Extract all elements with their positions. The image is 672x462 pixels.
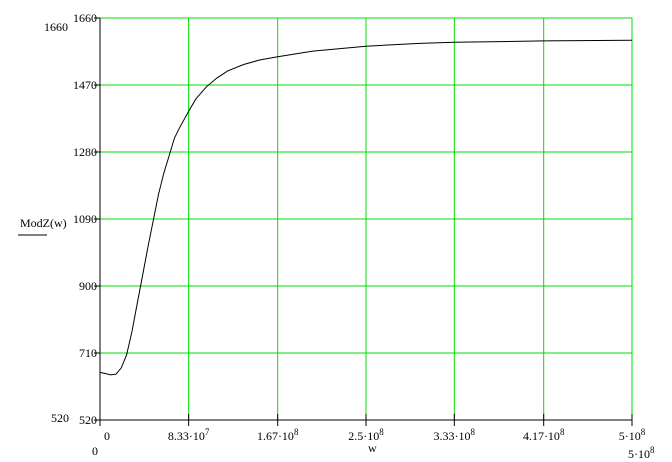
x-tick-label: 1.67·108 <box>257 427 299 443</box>
y-axis-label: ModZ(w) <box>20 216 67 230</box>
axes <box>94 17 633 426</box>
x-axis-max-label: 5·108 <box>628 445 655 461</box>
x-axis-min-label: 0 <box>92 444 98 458</box>
x-tick-label: 2.5·108 <box>348 427 384 443</box>
grid <box>100 17 633 420</box>
x-tick-label: 3.33·108 <box>434 427 476 443</box>
y-axis-max-label: 1660 <box>44 20 68 34</box>
y-tick-label: 1470 <box>73 78 97 92</box>
y-tick-label: 900 <box>79 279 97 293</box>
y-tick-label: 710 <box>79 346 97 360</box>
y-tick-label: 1280 <box>73 145 97 159</box>
x-tick-label: 8.33·107 <box>168 427 210 443</box>
svg-text:5·108: 5·108 <box>628 445 655 461</box>
x-tick-label: 0 <box>104 429 110 443</box>
series-line <box>99 39 633 376</box>
tick-labels: 0 8.33·107 1.67·108 2.5·108 3.33·108 4.17·108… <box>73 11 646 443</box>
x-axis-label: w <box>368 441 377 455</box>
y-tick-label: 1660 <box>73 11 97 25</box>
x-tick-label: 4.17·108 <box>523 427 565 443</box>
y-tick-label: 1090 <box>73 212 97 226</box>
y-tick-label: 520 <box>79 413 97 427</box>
x-tick-label: 5·108 <box>619 427 646 443</box>
y-axis-min-label: 520 <box>51 411 69 425</box>
